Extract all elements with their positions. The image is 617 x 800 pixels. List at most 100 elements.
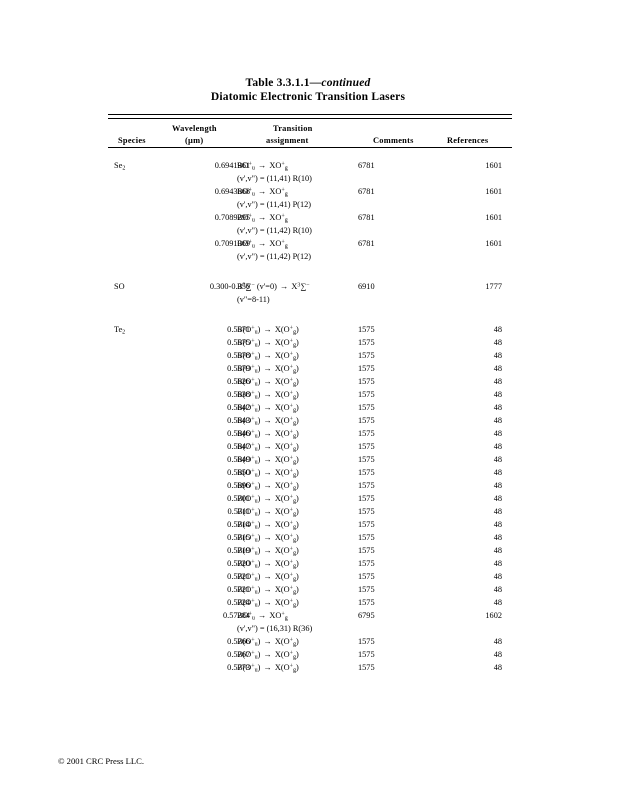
references-value: 1601 bbox=[485, 239, 502, 248]
wavelength-value: 0.5773 bbox=[227, 663, 250, 672]
wavelength-value: 0.5696 bbox=[227, 481, 250, 490]
references-value: 1777 bbox=[485, 282, 502, 291]
table-row-continuation: (v',v") = (16,31) R(36) bbox=[0, 623, 617, 636]
wavelength-value: 0.7089295 bbox=[214, 213, 250, 222]
wavelength-value: 0.5721 bbox=[227, 572, 250, 581]
comments-value: 1575 bbox=[358, 338, 375, 347]
transition-assignment: B(O+u) → X(O+g) bbox=[237, 481, 299, 492]
wavelength-value: 0.5642 bbox=[227, 403, 250, 412]
references-value: 48 bbox=[493, 442, 502, 451]
table-row: SO 0.300-0.350 B3∑− (v'=0) → X3∑− 6910 1777 bbox=[0, 281, 617, 294]
references-value: 48 bbox=[493, 416, 502, 425]
wavelength-value: 0.5646 bbox=[227, 429, 250, 438]
table-row: 0.5714 B(O+u) → X(O+g) 1575 48 bbox=[0, 519, 617, 532]
comments-value: 6910 bbox=[358, 282, 375, 291]
transition-assignment-detail: (v',v") = (11,41) P(12) bbox=[237, 200, 312, 209]
references-value: 48 bbox=[493, 533, 502, 542]
table-row: 0.5720 B(O+u) → X(O+g) 1575 48 bbox=[0, 558, 617, 571]
wavelength-value: 0.5579 bbox=[227, 364, 250, 373]
wavelength-value: 0.5571 bbox=[227, 325, 250, 334]
column-header-wavelength-units: (µm) bbox=[185, 136, 204, 145]
species-label: SO bbox=[114, 282, 125, 291]
species-label: Te2 bbox=[114, 325, 126, 336]
comments-value: 1575 bbox=[358, 572, 375, 581]
table-row: 0.5650 B(O+u) → X(O+g) 1575 48 bbox=[0, 467, 617, 480]
table-row-continuation: (v"=8-11) bbox=[0, 294, 617, 307]
copyright-footer: © 2001 CRC Press LLC. bbox=[58, 756, 145, 766]
comments-value: 6781 bbox=[358, 161, 375, 170]
table-row: 0.5575 B(O+u) → X(O+g) 1575 48 bbox=[0, 337, 617, 350]
table-row: 0.5647 B(O+u) → X(O+g) 1575 48 bbox=[0, 441, 617, 454]
wavelength-value: 0.5766 bbox=[227, 637, 250, 646]
transition-assignment: B(O+u) → X(O+g) bbox=[237, 442, 299, 453]
wavelength-value: 0.5715 bbox=[227, 533, 250, 542]
references-value: 48 bbox=[493, 468, 502, 477]
table-row: 0.5766 B(O+u) → X(O+g) 1575 48 bbox=[0, 636, 617, 649]
references-value: 48 bbox=[493, 585, 502, 594]
table-row: 0.5724 B(O+u) → X(O+g) 1575 48 bbox=[0, 597, 617, 610]
table-number: Table 3.3.1.1 bbox=[245, 77, 310, 89]
comments-value: 6781 bbox=[358, 187, 375, 196]
wavelength-value: 0.5720 bbox=[227, 559, 250, 568]
transition-assignment: B(O+u) → X(O+g) bbox=[237, 546, 299, 557]
transition-assignment: B(O+u) → X(O+g) bbox=[237, 364, 299, 375]
references-value: 48 bbox=[493, 338, 502, 347]
comments-value: 1575 bbox=[358, 533, 375, 542]
table-row: 0.5773 B(O+u) → X(O+g) 1575 48 bbox=[0, 662, 617, 675]
table-row: 0.5767 B(O+u) → X(O+g) 1575 48 bbox=[0, 649, 617, 662]
transition-assignment: B(O+u) → X(O+g) bbox=[237, 533, 299, 544]
table-row: 0.5719 B(O+u) → X(O+g) 1575 48 bbox=[0, 545, 617, 558]
title-dash: — bbox=[309, 77, 322, 89]
comments-value: 1575 bbox=[358, 377, 375, 386]
transition-assignment: B(O+u) → X(O+g) bbox=[237, 572, 299, 583]
wavelength-value: 0.6941961 bbox=[214, 161, 250, 170]
wavelength-value: 0.5575 bbox=[227, 338, 250, 347]
wavelength-value: 0.5724 bbox=[227, 598, 250, 607]
transition-assignment-detail: (v',v") = (11,42) P(12) bbox=[237, 252, 312, 261]
comments-value: 1575 bbox=[358, 494, 375, 503]
comments-value: 1575 bbox=[358, 559, 375, 568]
wavelength-value: 0.6943668 bbox=[214, 187, 250, 196]
comments-value: 1575 bbox=[358, 637, 375, 646]
references-value: 48 bbox=[493, 455, 502, 464]
transition-assignment: B3∑− (v'=0) → X3∑− bbox=[237, 282, 310, 291]
transition-assignment: B(O+u) → X(O+g) bbox=[237, 559, 299, 570]
comments-value: 6795 bbox=[358, 611, 375, 620]
table-row: 0.5579 B(O+u) → X(O+g) 1575 48 bbox=[0, 363, 617, 376]
references-value: 48 bbox=[493, 598, 502, 607]
table-row: 0.5642 B(O+u) → X(O+g) 1575 48 bbox=[0, 402, 617, 415]
references-value: 48 bbox=[493, 559, 502, 568]
comments-value: 1575 bbox=[358, 650, 375, 659]
references-value: 1602 bbox=[485, 611, 502, 620]
references-value: 48 bbox=[493, 364, 502, 373]
transition-assignment: B(O+u) → X(O+g) bbox=[237, 468, 299, 479]
transition-assignment: BO+u → XO+g bbox=[237, 239, 288, 250]
table-row: 0.5649 B(O+u) → X(O+g) 1575 48 bbox=[0, 454, 617, 467]
comments-value: 6781 bbox=[358, 239, 375, 248]
table-row: 0.5715 B(O+u) → X(O+g) 1575 48 bbox=[0, 532, 617, 545]
wavelength-value: 0.5638 bbox=[227, 390, 250, 399]
table-title-block: Table 3.3.1.1—continued Diatomic Electro… bbox=[58, 76, 558, 105]
references-value: 48 bbox=[493, 481, 502, 490]
table-header-rule bbox=[108, 147, 512, 148]
table-subtitle: Diatomic Electronic Transition Lasers bbox=[210, 91, 406, 103]
column-header-species: Species bbox=[118, 136, 146, 145]
table-row: 0.5721 B(O+u) → X(O+g) 1575 48 bbox=[0, 584, 617, 597]
transition-assignment: B(O+u) → X(O+g) bbox=[237, 598, 299, 609]
references-value: 48 bbox=[493, 429, 502, 438]
wavelength-value: 0.5649 bbox=[227, 455, 250, 464]
table-row: 0.5646 B(O+u) → X(O+g) 1575 48 bbox=[0, 428, 617, 441]
wavelength-value: 0.5647 bbox=[227, 442, 250, 451]
comments-value: 1575 bbox=[358, 663, 375, 672]
comments-value: 1575 bbox=[358, 416, 375, 425]
table-row-continuation: (v',v") = (11,41) R(10) bbox=[0, 173, 617, 186]
comments-value: 1575 bbox=[358, 598, 375, 607]
species-label: Se2 bbox=[114, 161, 126, 172]
references-value: 48 bbox=[493, 637, 502, 646]
transition-assignment-detail: (v',v") = (16,31) R(36) bbox=[237, 624, 313, 633]
table-top-rule-second bbox=[108, 117, 512, 119]
table-row: 0.5578 B(O+u) → X(O+g) 1575 48 bbox=[0, 350, 617, 363]
table-row: 0.57284 BO+u → XO+g 6795 1602 bbox=[0, 610, 617, 623]
references-value: 48 bbox=[493, 325, 502, 334]
transition-assignment: B(O+u) → X(O+g) bbox=[237, 325, 299, 336]
